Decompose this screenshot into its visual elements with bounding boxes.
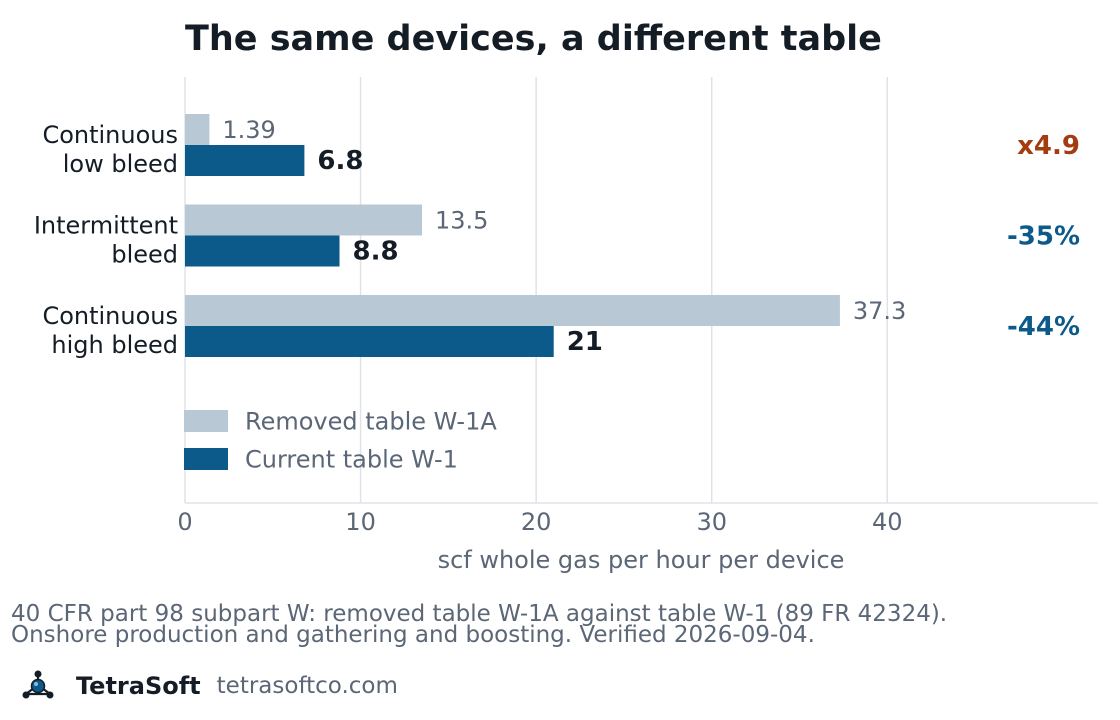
bar-current	[185, 326, 554, 357]
change-annotations: x4.9 -35% -44%	[1007, 131, 1080, 342]
molecule-logo-icon	[22, 670, 54, 699]
category-label: Continuous	[42, 302, 178, 330]
x-tick-label: 40	[872, 508, 903, 536]
x-tick-label: 10	[345, 508, 376, 536]
category-label: Intermittent	[34, 212, 178, 240]
legend: Removed table W-1A Current table W-1	[184, 408, 497, 474]
brand-url: tetrasoftco.com	[216, 673, 398, 699]
bars	[185, 114, 840, 357]
bar-value-label: 6.8	[317, 146, 363, 176]
bar-value-label: 13.5	[435, 207, 488, 235]
chart-title: The same devices, a different table	[185, 19, 882, 59]
x-tick-labels: 0 10 20 30 40	[177, 508, 902, 536]
chart: The same devices, a different table 1.39…	[34, 19, 1098, 574]
bar-removed	[185, 114, 210, 145]
x-tick-label: 20	[521, 508, 552, 536]
gridlines	[359, 77, 889, 503]
bar-current	[185, 235, 340, 267]
footnote-line-2: Onshore production and gathering and boo…	[11, 622, 815, 648]
bar-value-label: 37.3	[853, 297, 906, 325]
category-label: low bleed	[63, 150, 178, 178]
legend-label: Current table W-1	[245, 446, 458, 474]
legend-swatch	[184, 410, 228, 432]
footnote-line-1: 40 CFR part 98 subpart W: removed table …	[11, 601, 948, 627]
bar-removed	[185, 295, 840, 326]
bar-current	[185, 145, 305, 176]
change-annotation: x4.9	[1017, 131, 1080, 161]
brand-name: TetraSoft	[76, 672, 201, 700]
x-tick-label: 30	[696, 508, 727, 536]
bar-value-label: 21	[567, 327, 603, 357]
brand: TetraSoft tetrasoftco.com	[20, 668, 398, 704]
bar-value-label: 8.8	[353, 237, 399, 267]
legend-label: Removed table W-1A	[245, 408, 497, 436]
legend-swatch	[184, 448, 228, 470]
category-label: Continuous	[42, 121, 178, 149]
bar-removed	[185, 204, 423, 236]
category-label: bleed	[111, 241, 178, 269]
x-axis-title: scf whole gas per hour per device	[438, 546, 845, 574]
change-annotation: -44%	[1007, 312, 1080, 342]
x-tick-label: 0	[177, 508, 192, 536]
bar-value-labels: 1.39 6.8 13.5 8.8 37.3 21	[222, 116, 906, 357]
bar-value-label: 1.39	[222, 116, 275, 144]
category-label: high bleed	[51, 331, 178, 359]
change-annotation: -35%	[1007, 222, 1080, 252]
